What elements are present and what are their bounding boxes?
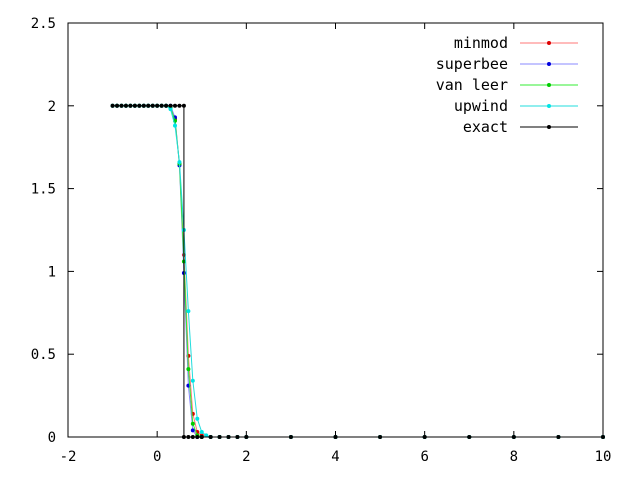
legend-entry: superbee: [436, 55, 578, 73]
y-tick-label: 1.5: [31, 182, 56, 198]
x-tick-label: 4: [331, 449, 339, 465]
legend-swatch-marker: [547, 83, 551, 87]
x-tick-label: 2: [242, 449, 250, 465]
legend-label: exact: [463, 118, 508, 136]
data-point: [181, 103, 186, 108]
data-point: [173, 103, 177, 108]
data-point: [150, 103, 155, 108]
y-tick-label: 2.5: [31, 16, 56, 32]
data-point: [159, 103, 164, 108]
legend-entry: van leer: [436, 76, 578, 94]
legend-swatch-marker: [547, 62, 551, 66]
data-point: [168, 103, 173, 108]
data-point: [128, 103, 133, 108]
x-tick-label: 10: [595, 449, 612, 465]
legend-entry: upwind: [454, 97, 578, 115]
legend-label: minmod: [454, 34, 508, 52]
x-tick-label: 8: [510, 449, 518, 465]
data-point: [164, 103, 169, 108]
data-point: [186, 367, 191, 372]
legend-label: superbee: [436, 55, 508, 73]
y-tick-label: 0: [48, 430, 56, 446]
legend: minmod superbee van leer upwind exact: [436, 34, 578, 136]
data-point: [173, 123, 177, 128]
legend-swatch-marker: [547, 125, 551, 129]
data-point: [204, 433, 209, 438]
data-point: [195, 416, 200, 421]
legend-entry: exact: [463, 118, 578, 136]
y-tick-label: 2: [48, 99, 56, 115]
y-tick-label: 1: [48, 264, 56, 280]
x-tick-label: 6: [420, 449, 428, 465]
data-point: [141, 103, 146, 108]
legend-label: van leer: [436, 76, 508, 94]
data-point: [123, 103, 128, 108]
data-point: [199, 430, 204, 435]
data-point: [186, 309, 191, 314]
x-tick-label: 0: [153, 449, 161, 465]
legend-swatch-marker: [547, 104, 551, 108]
data-point: [190, 378, 195, 383]
data-point: [168, 107, 173, 112]
legend-swatch-marker: [547, 41, 551, 45]
legend-label: upwind: [454, 97, 508, 115]
data-point: [146, 103, 151, 108]
data-point: [132, 103, 137, 108]
data-point: [119, 103, 124, 108]
y-tick-label: 0.5: [31, 347, 56, 363]
series-layer: [110, 103, 605, 439]
data-point: [177, 160, 182, 165]
data-point: [155, 103, 160, 108]
data-point: [190, 428, 195, 433]
data-point: [137, 103, 142, 108]
data-point: [115, 103, 120, 108]
legend-entry: minmod: [454, 34, 578, 52]
data-point: [177, 103, 182, 108]
data-point: [110, 103, 115, 108]
data-point: [190, 421, 195, 426]
x-tick-label: -2: [60, 449, 77, 465]
